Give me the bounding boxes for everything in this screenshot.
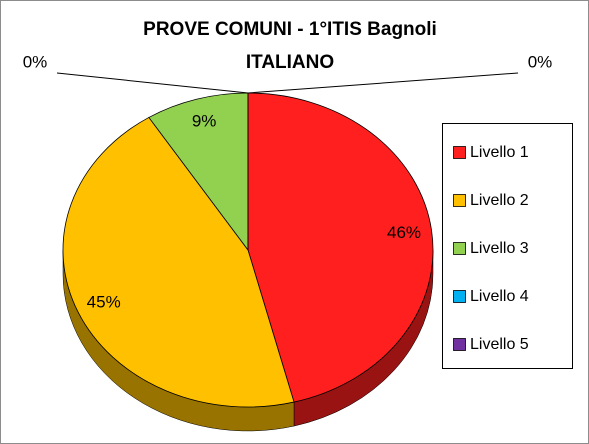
- leader-line: [56, 72, 249, 94]
- legend-label: Livello 1: [470, 144, 529, 161]
- legend-swatch: [453, 194, 466, 207]
- data-label: 45%: [87, 292, 121, 311]
- legend-swatch: [453, 146, 466, 159]
- legend-swatch: [453, 338, 466, 351]
- data-label: 46%: [387, 223, 421, 242]
- leader-line: [247, 72, 519, 94]
- legend-label: Livello 5: [470, 336, 529, 353]
- slice: [62, 116, 295, 408]
- chart-title: PROVE COMUNI - 1°ITIS Bagnoli: [143, 19, 437, 40]
- data-label: 0%: [528, 52, 553, 71]
- slice: [247, 92, 434, 403]
- chart-subtitle: ITALIANO: [246, 52, 334, 73]
- legend-swatch: [453, 242, 466, 255]
- legend-label: Livello 3: [470, 240, 529, 257]
- legend-label: Livello 4: [470, 288, 529, 305]
- legend-swatch: [453, 290, 466, 303]
- legend-label: Livello 2: [470, 192, 529, 209]
- data-label: 9%: [192, 111, 217, 130]
- data-label: 0%: [23, 52, 48, 71]
